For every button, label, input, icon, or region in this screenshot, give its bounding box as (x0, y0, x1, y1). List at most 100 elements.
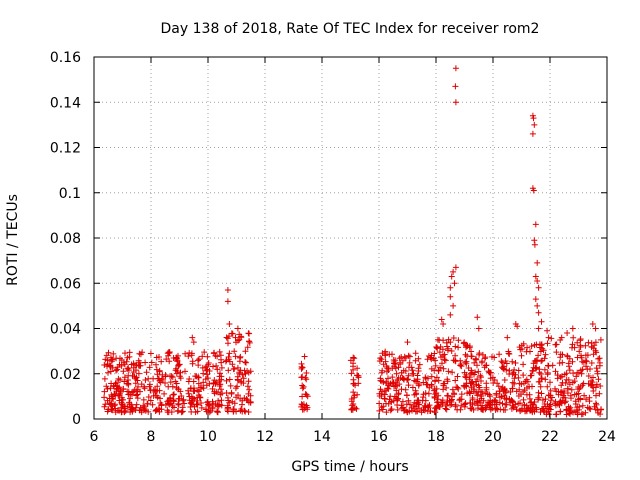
data-point (354, 372, 360, 379)
data-point (170, 391, 177, 398)
data-point (156, 387, 163, 394)
data-point (520, 372, 527, 379)
data-point (458, 402, 465, 409)
data-point (441, 351, 448, 358)
data-point (455, 337, 462, 344)
data-point (194, 387, 201, 394)
data-point (596, 355, 603, 362)
data-point (524, 378, 531, 385)
data-point (206, 380, 213, 387)
data-point (435, 392, 442, 399)
data-point (122, 407, 129, 414)
data-point (108, 406, 115, 413)
data-point (348, 370, 355, 377)
data-point (486, 391, 493, 398)
data-point (499, 364, 506, 371)
data-point (395, 364, 402, 371)
data-point (114, 366, 121, 373)
data-point (206, 409, 213, 416)
data-point (412, 350, 419, 357)
data-point (392, 357, 399, 364)
data-point (578, 370, 585, 377)
data-point (405, 352, 412, 359)
data-point (217, 370, 223, 377)
data-point (451, 280, 458, 287)
data-point (450, 335, 457, 341)
data-point (458, 391, 465, 398)
data-point (121, 374, 128, 381)
data-point (134, 391, 141, 398)
data-point (449, 393, 456, 400)
data-point (531, 121, 538, 128)
data-point (443, 406, 450, 413)
data-point (171, 404, 177, 411)
data-point (502, 406, 509, 413)
data-point (566, 367, 573, 374)
data-point (135, 383, 141, 390)
data-point (597, 383, 604, 389)
data-point (448, 273, 455, 280)
data-point (377, 355, 384, 362)
data-point (299, 382, 306, 389)
data-point (444, 378, 451, 385)
data-point (592, 400, 599, 407)
data-point (592, 339, 599, 346)
x-tick-label: 16 (370, 429, 388, 445)
data-point (124, 377, 131, 383)
data-point (584, 352, 591, 359)
data-point (226, 350, 233, 357)
data-point (469, 396, 476, 403)
data-point (431, 395, 438, 401)
data-point (175, 400, 182, 407)
data-point (461, 403, 468, 410)
data-point (491, 354, 498, 361)
data-point (104, 363, 110, 370)
data-point (493, 390, 500, 397)
data-point (143, 369, 150, 376)
data-point (587, 406, 594, 413)
data-point (383, 409, 390, 416)
data-point (523, 391, 530, 398)
data-point (458, 396, 465, 403)
data-point (475, 382, 482, 389)
data-point (186, 349, 193, 356)
data-point (142, 377, 149, 383)
data-point (542, 376, 549, 383)
data-point (197, 386, 204, 392)
data-point (205, 361, 212, 368)
data-point (569, 358, 576, 365)
data-point (213, 362, 220, 369)
data-point (426, 402, 433, 409)
data-point (501, 377, 508, 383)
data-point (535, 309, 542, 316)
data-point (218, 386, 224, 393)
data-point (224, 405, 231, 412)
data-point (436, 349, 443, 356)
data-point (398, 405, 405, 412)
data-point (537, 348, 544, 355)
data-point (234, 325, 241, 332)
data-point (452, 83, 459, 90)
data-point (541, 355, 548, 362)
data-point (133, 361, 140, 368)
data-point (211, 377, 218, 384)
data-point (182, 350, 189, 357)
data-point (455, 344, 462, 351)
data-point (298, 403, 305, 410)
data-point (218, 359, 225, 366)
data-point (207, 407, 214, 414)
data-point (187, 400, 194, 407)
data-point (153, 392, 160, 399)
data-point (530, 401, 537, 408)
data-point (571, 344, 578, 351)
data-point (214, 402, 221, 409)
data-point (109, 393, 116, 400)
data-point (393, 379, 399, 386)
data-point (596, 390, 603, 397)
data-point (585, 380, 592, 387)
data-point (570, 409, 577, 416)
data-point (118, 362, 125, 369)
data-point (153, 361, 159, 368)
data-point (445, 368, 452, 375)
data-point (422, 404, 429, 411)
